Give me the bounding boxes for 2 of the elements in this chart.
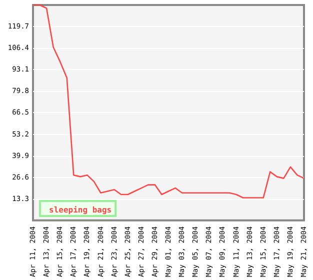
series-label: sleeping bags xyxy=(49,206,112,214)
line-series xyxy=(32,4,305,198)
